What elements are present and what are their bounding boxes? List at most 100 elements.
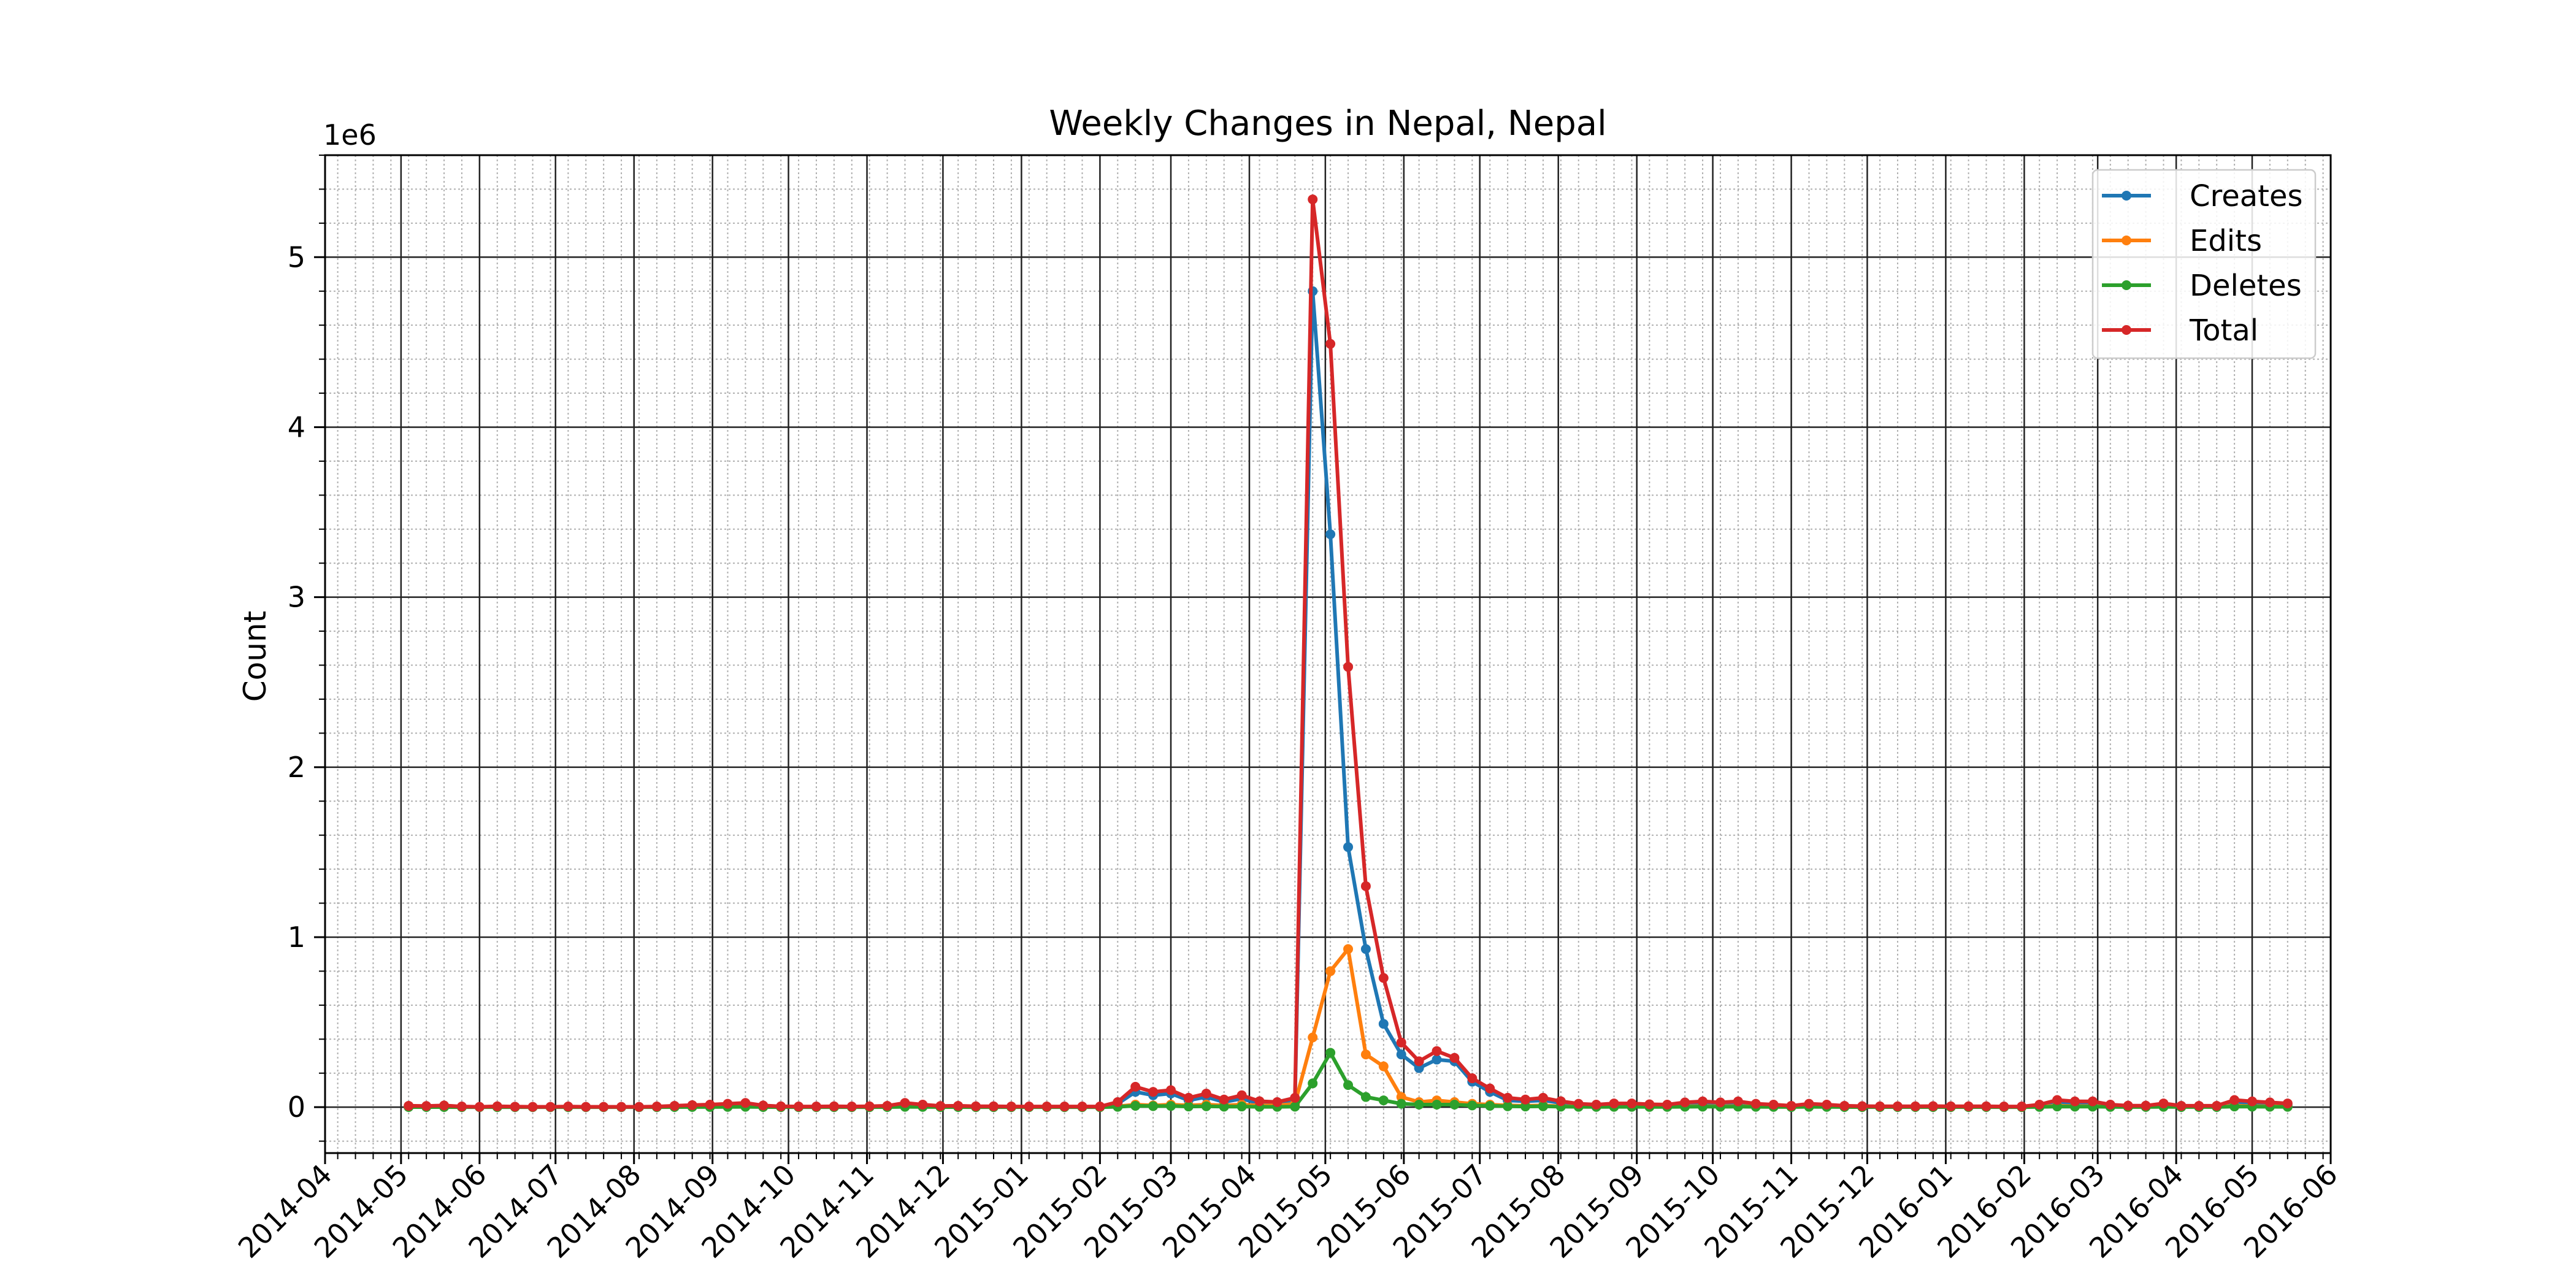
data-point-total — [1201, 1088, 1211, 1098]
data-point-total — [705, 1100, 715, 1110]
data-point-total — [1095, 1102, 1105, 1112]
data-point-edits — [1378, 1061, 1389, 1071]
data-point-deletes — [1538, 1101, 1548, 1111]
data-point-total — [776, 1101, 786, 1111]
data-point-total — [1698, 1096, 1708, 1106]
data-point-deletes — [1414, 1100, 1424, 1110]
grid-layer — [324, 155, 2332, 1153]
data-point-total — [1219, 1094, 1229, 1105]
data-point-total — [918, 1100, 928, 1110]
data-point-deletes — [1148, 1101, 1159, 1111]
data-point-total — [900, 1098, 910, 1108]
data-point-creates — [1414, 1063, 1424, 1073]
data-point-deletes — [1201, 1101, 1211, 1111]
data-point-total — [2123, 1100, 2133, 1111]
legend-label-edits: Edits — [2190, 224, 2262, 258]
data-point-total — [2069, 1096, 2080, 1106]
data-point-edits — [1360, 1049, 1371, 1060]
data-point-deletes — [1183, 1102, 1194, 1112]
data-point-deletes — [1396, 1098, 1406, 1109]
legend-marker-deletes — [2122, 280, 2131, 290]
data-point-total — [1485, 1083, 1495, 1094]
data-point-total — [1113, 1097, 1123, 1107]
data-point-total — [1768, 1100, 1779, 1110]
data-point-total — [1573, 1098, 1584, 1109]
data-point-total — [599, 1102, 609, 1112]
data-point-total — [1360, 881, 1371, 891]
data-point-creates — [1360, 944, 1371, 954]
data-point-total — [2105, 1100, 2115, 1110]
data-point-total — [2034, 1100, 2045, 1110]
data-point-total — [439, 1100, 450, 1111]
data-point-total — [1875, 1101, 1885, 1111]
data-point-total — [811, 1102, 821, 1112]
legend-marker-creates — [2122, 191, 2131, 201]
data-point-edits — [1308, 1032, 1318, 1043]
data-point-total — [1024, 1102, 1034, 1112]
data-point-total — [1467, 1073, 1478, 1084]
y-tick-label: 2 — [288, 751, 305, 784]
data-point-total — [1148, 1087, 1159, 1097]
data-point-total — [723, 1098, 733, 1109]
data-point-total — [1130, 1081, 1141, 1092]
data-point-total — [1449, 1052, 1460, 1063]
data-point-total — [1928, 1101, 1938, 1111]
data-point-deletes — [1308, 1078, 1318, 1089]
data-point-total — [421, 1101, 432, 1111]
plot-frame — [324, 154, 2332, 1154]
data-point-total — [2141, 1100, 2151, 1111]
data-point-total — [1733, 1096, 1743, 1106]
data-point-creates — [1343, 842, 1354, 853]
data-point-total — [669, 1100, 680, 1111]
data-point-total — [1236, 1090, 1247, 1100]
data-point-total — [1627, 1098, 1637, 1109]
data-point-total — [1680, 1097, 1690, 1108]
data-point-deletes — [1290, 1102, 1300, 1112]
data-point-deletes — [1520, 1102, 1531, 1112]
data-point-total — [1804, 1098, 1814, 1109]
data-point-total — [846, 1102, 857, 1112]
data-point-creates — [1432, 1054, 1442, 1065]
data-point-total — [794, 1102, 804, 1112]
data-point-deletes — [1378, 1095, 1389, 1106]
data-point-total — [2194, 1100, 2204, 1111]
data-point-total — [1822, 1100, 1832, 1110]
data-point-total — [1432, 1046, 1442, 1056]
data-point-total — [581, 1102, 591, 1112]
data-point-total — [1945, 1101, 1956, 1111]
legend-label-total: Total — [2189, 313, 2258, 348]
data-point-total — [1254, 1096, 1265, 1106]
data-point-total — [1059, 1102, 1070, 1112]
data-point-deletes — [1166, 1101, 1176, 1111]
data-point-total — [2212, 1100, 2222, 1111]
y-tick-label: 3 — [288, 581, 305, 614]
data-point-deletes — [1236, 1102, 1247, 1112]
data-point-deletes — [1432, 1100, 1442, 1110]
data-point-creates — [1378, 1019, 1389, 1029]
data-point-total — [1290, 1092, 1300, 1103]
data-point-total — [864, 1101, 875, 1111]
data-point-total — [1963, 1101, 1974, 1111]
data-point-deletes — [1449, 1100, 1460, 1110]
data-point-total — [1555, 1096, 1566, 1106]
data-point-total — [1644, 1099, 1655, 1110]
data-point-total — [989, 1101, 999, 1111]
data-point-total — [1662, 1100, 1673, 1110]
series-layer — [404, 194, 2293, 1113]
data-point-total — [2282, 1098, 2293, 1109]
data-point-total — [1077, 1102, 1087, 1112]
data-point-total — [971, 1101, 981, 1111]
data-point-total — [563, 1102, 573, 1112]
data-point-deletes — [1325, 1048, 1336, 1058]
data-point-total — [1343, 662, 1354, 672]
y-tick-label: 0 — [288, 1091, 305, 1124]
data-point-deletes — [1219, 1102, 1229, 1112]
y-tick-label: 4 — [288, 410, 305, 443]
data-point-total — [1166, 1085, 1176, 1095]
data-point-creates — [1325, 529, 1336, 540]
data-point-total — [1609, 1098, 1619, 1109]
data-point-total — [1892, 1101, 1903, 1111]
legend-box — [2091, 169, 2317, 359]
data-point-total — [2229, 1095, 2240, 1105]
